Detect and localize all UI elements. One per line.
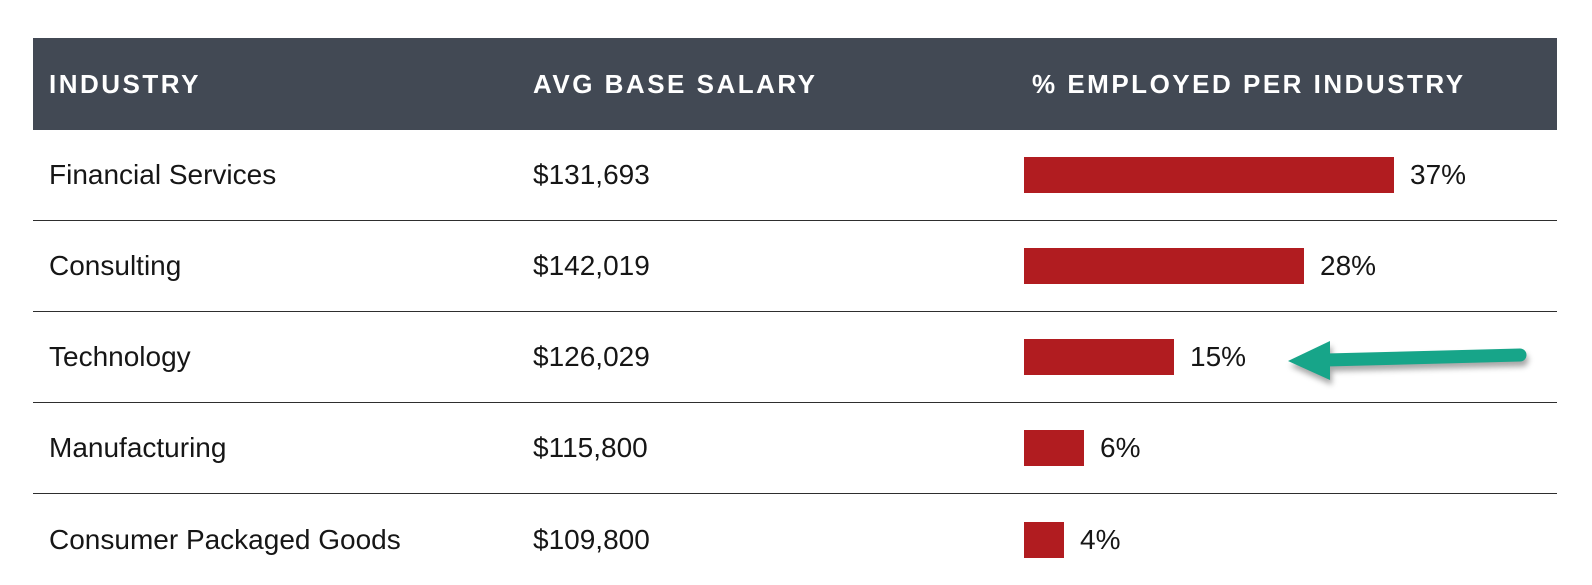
column-header-percent-employed: % EMPLOYED PER INDUSTRY (1032, 68, 1466, 99)
salary-value: $109,800 (533, 523, 650, 555)
percent-bar-cell: 15% (1016, 339, 1557, 375)
table-row-consumer-packaged-goods: Consumer Packaged Goods $109,800 4% (33, 494, 1557, 585)
table-row-technology: Technology $126,029 15% (33, 312, 1557, 403)
percent-bar-cell: 28% (1016, 248, 1557, 284)
industry-label: Financial Services (49, 159, 277, 190)
percent-label: 6% (1100, 432, 1141, 463)
percent-label: 37% (1410, 159, 1467, 190)
salary-value: $115,800 (533, 432, 648, 463)
industry-label: Manufacturing (49, 432, 227, 463)
percent-bar-cell: 6% (1016, 430, 1557, 466)
salary-value: $126,029 (533, 341, 650, 372)
table-header-row: INDUSTRY AVG BASE SALARY % EMPLOYED PER … (33, 38, 1557, 130)
percent-bar (1024, 157, 1394, 193)
percent-label: 28% (1320, 250, 1377, 281)
table-row-manufacturing: Manufacturing $115,800 6% (33, 403, 1557, 494)
percent-bar (1024, 521, 1064, 558)
percent-label: 15% (1190, 341, 1247, 372)
column-header-industry: INDUSTRY (49, 68, 201, 99)
column-header-avg-base-salary: AVG BASE SALARY (533, 68, 818, 99)
industry-table: INDUSTRY AVG BASE SALARY % EMPLOYED PER … (33, 38, 1557, 585)
percent-bar (1024, 248, 1304, 284)
percent-bar-cell: 4% (1016, 521, 1557, 558)
industry-label: Consumer Packaged Goods (49, 523, 401, 555)
salary-value: $131,693 (533, 159, 650, 190)
percent-bar (1024, 430, 1084, 466)
industry-label: Technology (49, 341, 191, 372)
salary-value: $142,019 (533, 250, 650, 281)
percent-bar-cell: 37% (1016, 157, 1557, 193)
table-row-financial-services: Financial Services $131,693 37% (33, 130, 1557, 221)
percent-label: 4% (1080, 523, 1121, 555)
percent-bar (1024, 339, 1174, 375)
table-row-consulting: Consulting $142,019 28% (33, 221, 1557, 312)
industry-label: Consulting (49, 250, 182, 281)
